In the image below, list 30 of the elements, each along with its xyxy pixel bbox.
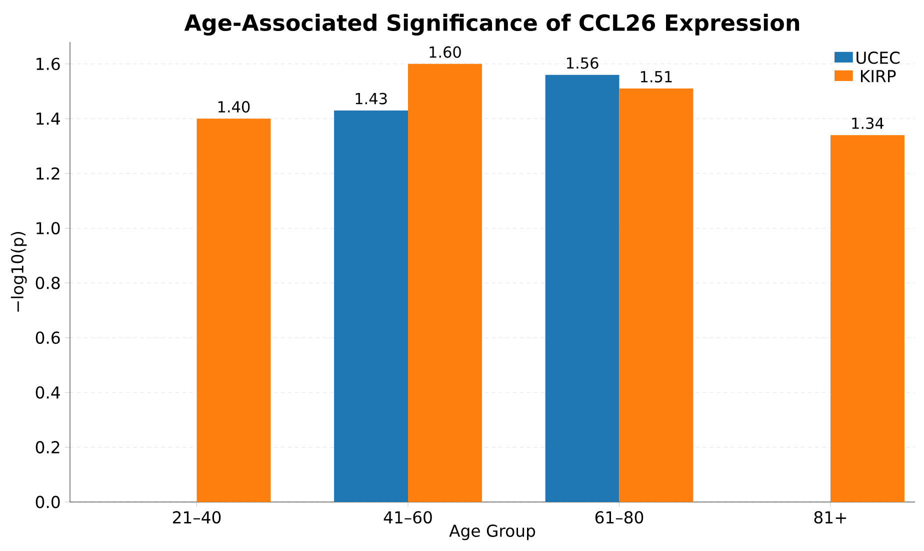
x-tick-label: 81+ — [814, 511, 846, 524]
data-label: 1.34 — [852, 117, 884, 130]
y-tick-label: 1.6 — [36, 58, 60, 70]
y-tick-label: 1.4 — [36, 112, 60, 125]
bar — [334, 110, 408, 502]
data-label: 1.60 — [430, 46, 461, 58]
y-tick-label: 1.0 — [36, 222, 60, 234]
bar — [196, 118, 271, 502]
bar — [408, 64, 482, 502]
x-tick-label: 61–80 — [595, 511, 644, 524]
y-tick-label: 0.6 — [36, 332, 60, 344]
y-tick-label: 1.2 — [36, 167, 60, 180]
y-tick-label: 0.0 — [36, 496, 60, 508]
y-tick-label: 0.2 — [36, 441, 60, 454]
legend-label: UCEC — [856, 52, 900, 64]
bar — [545, 74, 620, 502]
bar — [830, 135, 904, 502]
data-label: 1.40 — [218, 101, 250, 113]
x-axis-title: Age Group — [449, 524, 536, 540]
y-tick-label: 0.8 — [36, 276, 60, 290]
data-label: 1.51 — [640, 71, 672, 82]
chart-title: Age-Associated Significance of CCL26 Expression — [184, 14, 800, 36]
y-axis-title: −log10(p) — [10, 232, 27, 312]
x-tick-label: 21–40 — [172, 511, 221, 524]
y-tick-label: 0.4 — [36, 386, 60, 399]
x-tick-label: 41–60 — [384, 511, 432, 524]
bar — [619, 88, 694, 502]
data-label: 1.43 — [356, 92, 387, 104]
data-label: 1.56 — [567, 57, 598, 69]
legend-label: KIRP — [861, 70, 896, 82]
